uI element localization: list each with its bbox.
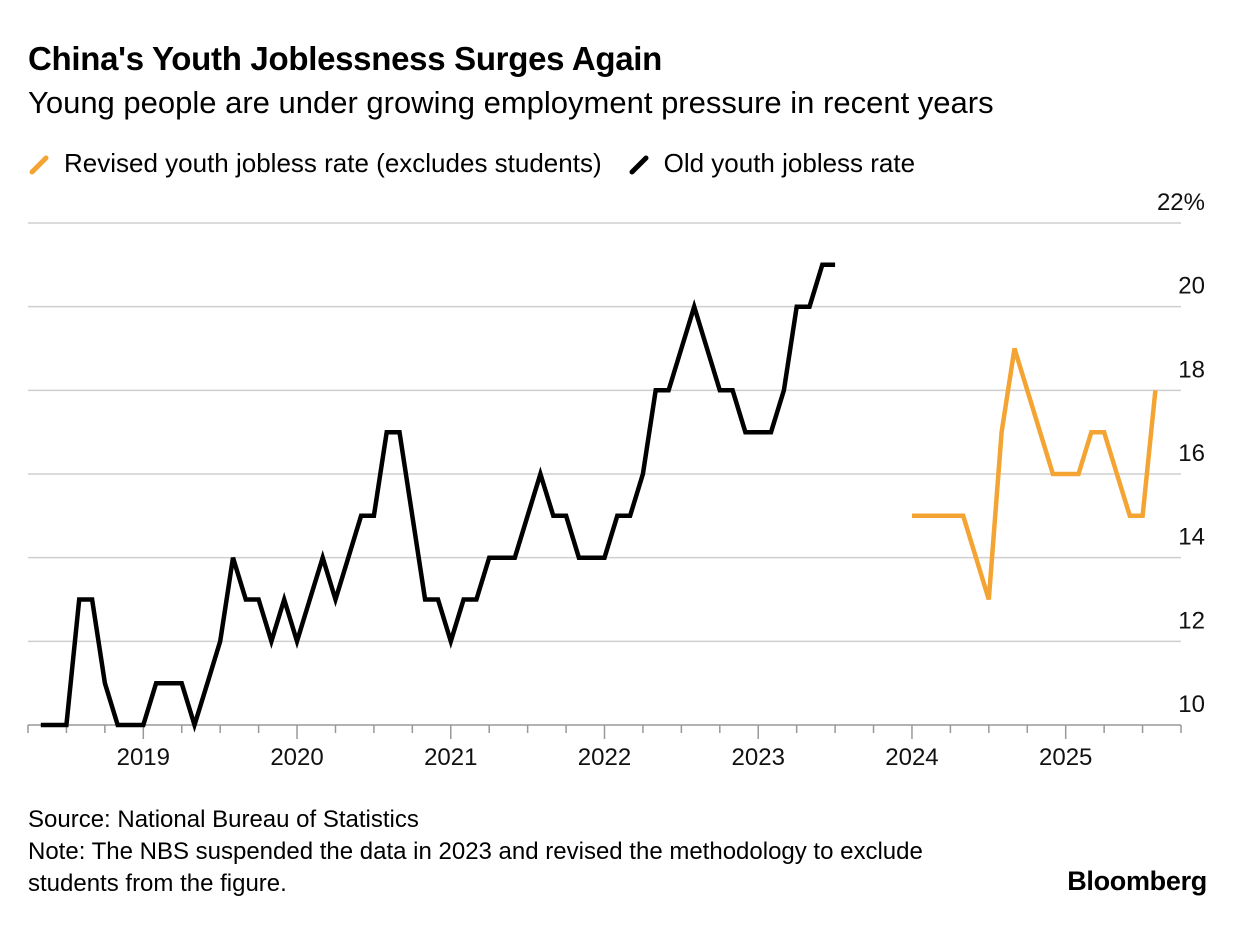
legend-item-revised: Revised youth jobless rate (excludes stu… [28,148,602,179]
legend-swatch-old-icon [629,155,649,174]
y-tick-label: 14 [1178,524,1205,551]
bloomberg-logo: Bloomberg [1067,866,1207,896]
x-tick-label: 2023 [732,744,785,771]
note-text-line-1: Note: The NBS suspended the data in 2023… [28,838,923,865]
source-text: Source: National Bureau of Statistics [28,806,419,833]
series-line-revised [912,347,1158,601]
x-tick-label: 2019 [117,744,170,771]
x-tick-label: 2025 [1039,744,1092,771]
y-tick-label: 16 [1178,440,1205,467]
note-text-line-2: students from the figure. [28,870,287,897]
x-tick-label: 2020 [270,744,323,771]
x-tick-label: 2022 [578,744,631,771]
x-tick-label: 2021 [424,744,477,771]
chart-subtitle: Young people are under growing employmen… [28,85,994,120]
y-tick-label: 10 [1178,691,1205,718]
legend-item-old: Old youth jobless rate [628,148,915,179]
y-tick-label: 22% [1157,189,1205,216]
y-tick-label: 20 [1178,273,1205,300]
legend-label-old: Old youth jobless rate [663,148,916,178]
y-tick-label: 12 [1178,607,1205,634]
y-tick-label: 18 [1178,356,1205,383]
legend: Revised youth jobless rate (excludes stu… [28,148,941,179]
legend-swatch-revised-icon [29,155,49,174]
x-tick-label: 2024 [885,744,938,771]
legend-label-revised: Revised youth jobless rate (excludes stu… [64,148,602,178]
chart-title: China's Youth Joblessness Surges Again [28,40,663,77]
series-line-old [40,262,836,733]
